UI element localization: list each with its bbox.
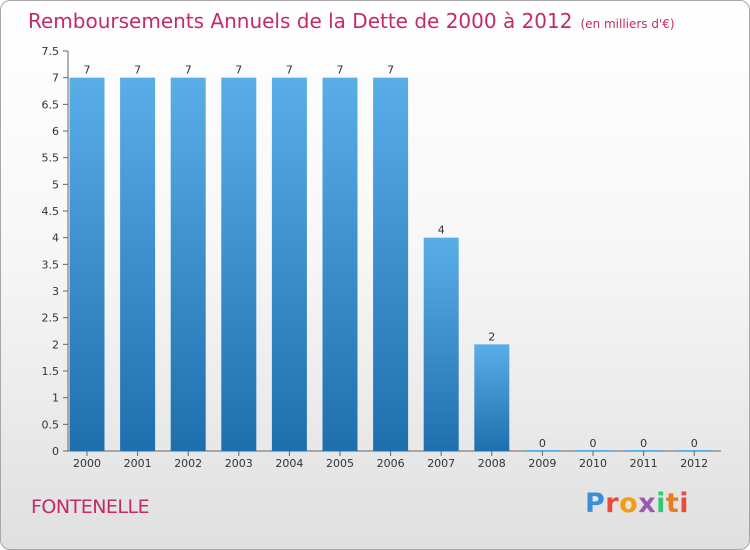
x-tick-label-2012: 2012 xyxy=(680,457,708,470)
y-tick-label: 6 xyxy=(52,125,59,138)
y-tick-label: 5 xyxy=(52,178,59,191)
y-tick-label: 7.5 xyxy=(42,45,60,58)
y-tick-label: 0 xyxy=(52,445,59,458)
x-tick-label-2003: 2003 xyxy=(225,457,253,470)
bar-2007 xyxy=(423,237,459,451)
x-tick-label-2010: 2010 xyxy=(579,457,607,470)
commune-name: FONTENELLE xyxy=(31,496,150,518)
y-tick-label: 7 xyxy=(52,72,59,85)
data-label-2006: 7 xyxy=(387,64,394,77)
x-tick-label-2005: 2005 xyxy=(326,457,354,470)
chart-title: Remboursements Annuels de la Dette de 20… xyxy=(28,9,675,33)
bar-2004 xyxy=(271,77,307,452)
y-tick-label: 6.5 xyxy=(42,98,60,111)
bar-2006 xyxy=(373,77,409,452)
y-tick-label: 2 xyxy=(52,338,59,351)
logo-letter: i xyxy=(656,488,666,519)
logo-letter: P xyxy=(585,488,606,519)
logo-letter: t xyxy=(665,488,680,519)
data-label-2012: 0 xyxy=(691,437,698,450)
data-label-2000: 7 xyxy=(84,64,91,77)
bar-2002 xyxy=(170,77,206,452)
y-tick-label: 4.5 xyxy=(42,205,60,218)
bar-2012 xyxy=(676,450,712,451)
y-tick-label: 1.5 xyxy=(42,365,60,378)
bar-2009 xyxy=(524,450,560,451)
bar-2000 xyxy=(69,77,105,452)
bar-2003 xyxy=(221,77,257,452)
x-tick-label-2008: 2008 xyxy=(478,457,506,470)
bar-2008 xyxy=(474,344,510,451)
x-tick-label-2004: 2004 xyxy=(275,457,303,470)
proxiti-logo: Proxiti xyxy=(585,488,689,519)
y-tick-label: 3.5 xyxy=(42,258,60,271)
logo-letter: o xyxy=(619,488,639,519)
chart-bars: 7 7 7 7 7 7 7 4 2 0 0 0 0 xyxy=(69,64,712,452)
data-label-2002: 7 xyxy=(185,64,192,77)
x-tick-label-2006: 2006 xyxy=(377,457,405,470)
data-label-2004: 7 xyxy=(286,64,293,77)
x-tick-label-2000: 2000 xyxy=(73,457,101,470)
bar-2011 xyxy=(626,450,662,451)
bar-2005 xyxy=(322,77,358,452)
data-label-2005: 7 xyxy=(337,64,344,77)
y-tick-label: 1 xyxy=(52,392,59,405)
data-label-2009: 0 xyxy=(539,437,546,450)
data-label-2003: 7 xyxy=(235,64,242,77)
y-tick-label: 4 xyxy=(52,232,59,245)
x-tick-label-2011: 2011 xyxy=(630,457,658,470)
y-tick-label: 2.5 xyxy=(42,312,60,325)
logo-letter: r xyxy=(605,488,620,519)
x-tick-label-2001: 2001 xyxy=(124,457,152,470)
logo-letter: x xyxy=(638,488,657,519)
x-tick-label-2009: 2009 xyxy=(528,457,556,470)
logo-letter: i xyxy=(679,488,690,519)
y-tick-label: 5.5 xyxy=(42,152,60,165)
data-label-2011: 0 xyxy=(640,437,647,450)
title-unit: (en milliers d'€) xyxy=(580,17,675,31)
data-label-2008: 2 xyxy=(488,330,495,343)
x-tick-label-2007: 2007 xyxy=(427,457,455,470)
bar-2001 xyxy=(120,77,156,452)
data-label-2007: 4 xyxy=(438,224,445,237)
data-label-2001: 7 xyxy=(134,64,141,77)
title-text: Remboursements Annuels de la Dette de 20… xyxy=(28,9,573,33)
x-tick-label-2002: 2002 xyxy=(174,457,202,470)
data-label-2010: 0 xyxy=(590,437,597,450)
y-tick-label: 0.5 xyxy=(42,418,60,431)
bar-2010 xyxy=(575,450,611,451)
y-tick-label: 3 xyxy=(52,285,59,298)
